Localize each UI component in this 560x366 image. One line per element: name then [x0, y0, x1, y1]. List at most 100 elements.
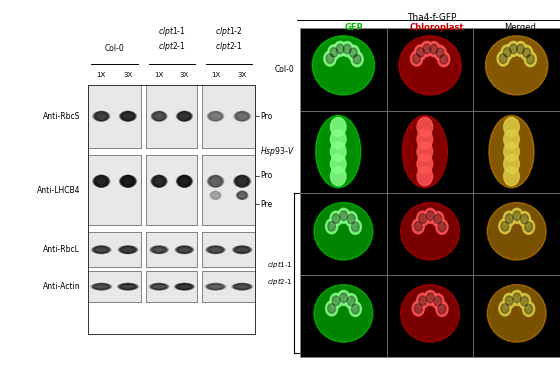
Ellipse shape — [207, 246, 224, 253]
Bar — [387, 275, 473, 357]
Circle shape — [511, 208, 523, 223]
Ellipse shape — [95, 175, 108, 187]
Circle shape — [414, 45, 427, 60]
Ellipse shape — [236, 191, 248, 199]
Ellipse shape — [176, 284, 193, 290]
Ellipse shape — [153, 175, 165, 187]
Circle shape — [436, 48, 444, 57]
Circle shape — [417, 211, 429, 226]
Ellipse shape — [207, 246, 225, 253]
Circle shape — [353, 55, 361, 64]
Ellipse shape — [152, 112, 166, 121]
Bar — [202, 232, 255, 267]
Circle shape — [330, 167, 346, 186]
Ellipse shape — [119, 284, 137, 290]
Ellipse shape — [400, 202, 460, 260]
Text: Col-0: Col-0 — [274, 65, 295, 74]
Bar — [300, 111, 387, 193]
Ellipse shape — [400, 285, 460, 342]
Ellipse shape — [122, 112, 134, 121]
Ellipse shape — [316, 115, 361, 188]
Circle shape — [434, 296, 442, 306]
Ellipse shape — [152, 112, 166, 121]
Ellipse shape — [208, 247, 223, 252]
Ellipse shape — [207, 284, 224, 289]
Ellipse shape — [93, 175, 110, 187]
Text: $\it{clpt1}$-$\it{1}$: $\it{clpt1}$-$\it{1}$ — [267, 259, 293, 270]
Circle shape — [428, 42, 440, 56]
Ellipse shape — [93, 112, 110, 121]
Circle shape — [352, 222, 359, 232]
Circle shape — [424, 291, 436, 305]
Ellipse shape — [119, 246, 137, 253]
Ellipse shape — [150, 284, 168, 290]
Ellipse shape — [176, 246, 193, 253]
Ellipse shape — [120, 112, 136, 121]
Ellipse shape — [92, 284, 111, 290]
Ellipse shape — [177, 175, 192, 187]
Ellipse shape — [235, 175, 250, 187]
Text: Anti-RbcS: Anti-RbcS — [43, 112, 80, 121]
Ellipse shape — [93, 175, 110, 187]
Circle shape — [334, 41, 346, 56]
Ellipse shape — [92, 246, 111, 253]
Bar — [202, 155, 255, 225]
Circle shape — [503, 154, 519, 173]
Ellipse shape — [151, 246, 167, 253]
Circle shape — [341, 42, 353, 56]
Circle shape — [503, 142, 519, 161]
Text: $\it{clpt1}$-$\it{1}$
$\it{clpt2}$-$\it{1}$: $\it{clpt1}$-$\it{1}$ $\it{clpt2}$-$\it{… — [158, 25, 186, 53]
Ellipse shape — [149, 284, 169, 290]
Ellipse shape — [234, 175, 251, 187]
Bar — [202, 271, 255, 302]
Ellipse shape — [232, 246, 251, 253]
Bar — [300, 29, 387, 111]
Ellipse shape — [95, 112, 108, 121]
Circle shape — [338, 208, 350, 223]
Ellipse shape — [118, 246, 138, 253]
Text: Merged: Merged — [504, 23, 536, 32]
Circle shape — [419, 214, 427, 223]
Circle shape — [501, 304, 509, 313]
Ellipse shape — [237, 193, 247, 198]
Ellipse shape — [234, 284, 251, 289]
Circle shape — [349, 302, 361, 317]
Ellipse shape — [151, 112, 167, 121]
Ellipse shape — [175, 246, 194, 253]
Ellipse shape — [489, 115, 534, 188]
Circle shape — [524, 52, 536, 67]
Ellipse shape — [175, 284, 194, 290]
Circle shape — [351, 52, 363, 67]
Ellipse shape — [121, 113, 135, 119]
Ellipse shape — [121, 112, 135, 121]
Ellipse shape — [95, 175, 108, 187]
Bar — [146, 232, 197, 267]
Bar — [387, 111, 473, 193]
Circle shape — [324, 51, 336, 66]
Ellipse shape — [232, 246, 252, 253]
Ellipse shape — [176, 112, 192, 121]
Ellipse shape — [118, 284, 138, 290]
Circle shape — [345, 212, 357, 227]
Ellipse shape — [120, 247, 136, 252]
Circle shape — [499, 219, 511, 234]
Ellipse shape — [234, 112, 251, 121]
Ellipse shape — [235, 175, 250, 187]
Ellipse shape — [178, 113, 191, 119]
Ellipse shape — [92, 284, 111, 290]
Circle shape — [340, 293, 348, 303]
Ellipse shape — [236, 175, 249, 187]
Ellipse shape — [119, 246, 137, 253]
Circle shape — [424, 208, 436, 223]
Bar — [146, 271, 197, 302]
Ellipse shape — [150, 246, 168, 253]
Bar — [88, 271, 141, 302]
Circle shape — [522, 219, 535, 234]
Ellipse shape — [120, 175, 136, 187]
Ellipse shape — [176, 284, 193, 290]
Ellipse shape — [95, 178, 108, 185]
Ellipse shape — [151, 246, 167, 253]
Bar — [88, 232, 141, 267]
Ellipse shape — [119, 284, 137, 289]
Circle shape — [525, 304, 533, 314]
